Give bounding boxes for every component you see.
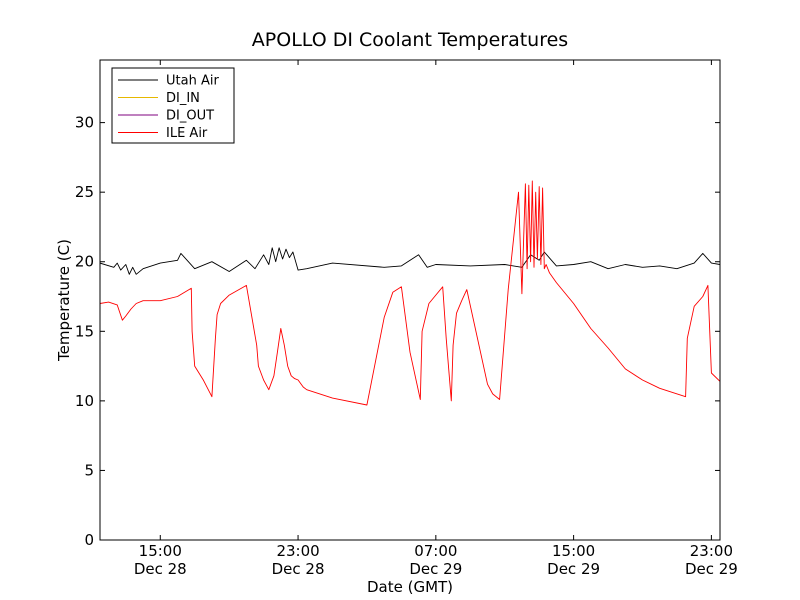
x-tick-label-date: Dec 29 — [685, 560, 738, 578]
x-tick-label-date: Dec 29 — [409, 560, 462, 578]
legend-label: ILE Air — [166, 126, 208, 141]
chart-title: APOLLO DI Coolant Temperatures — [252, 29, 568, 51]
plot-clip — [100, 180, 720, 406]
y-axis-ticks: 0 5 10 15 20 25 30 — [75, 114, 720, 549]
y-tick-label: 5 — [84, 461, 94, 479]
legend-label: DI_OUT — [166, 109, 214, 124]
y-tick-label: 15 — [75, 322, 94, 340]
legend-label: Utah Air — [166, 74, 219, 89]
y-tick-label: 30 — [75, 114, 94, 132]
series-layer — [100, 180, 720, 406]
x-axis-label: Date (GMT) — [367, 578, 453, 596]
y-tick-label: 10 — [75, 392, 94, 410]
x-tick-label-time: 07:00 — [414, 542, 457, 560]
y-tick-label: 20 — [75, 253, 94, 271]
y-tick-label: 0 — [84, 531, 94, 549]
legend-label: DI_IN — [166, 91, 200, 106]
x-tick-label-time: 15:00 — [139, 542, 182, 560]
x-tick-label-date: Dec 28 — [272, 560, 325, 578]
legend: Utah Air DI_IN DI_OUT ILE Air — [111, 67, 235, 144]
y-tick-label: 25 — [75, 183, 94, 201]
x-tick-label-date: Dec 29 — [547, 560, 600, 578]
x-tick-label-time: 23:00 — [690, 542, 733, 560]
y-axis-label: Temperature (C) — [55, 239, 73, 362]
series-line-ile-air — [100, 180, 720, 406]
x-tick-label-time: 23:00 — [276, 542, 319, 560]
series-line-utah-air — [100, 247, 720, 275]
x-tick-label-time: 15:00 — [552, 542, 595, 560]
x-tick-label-date: Dec 28 — [134, 560, 187, 578]
plot-frame — [99, 59, 721, 541]
